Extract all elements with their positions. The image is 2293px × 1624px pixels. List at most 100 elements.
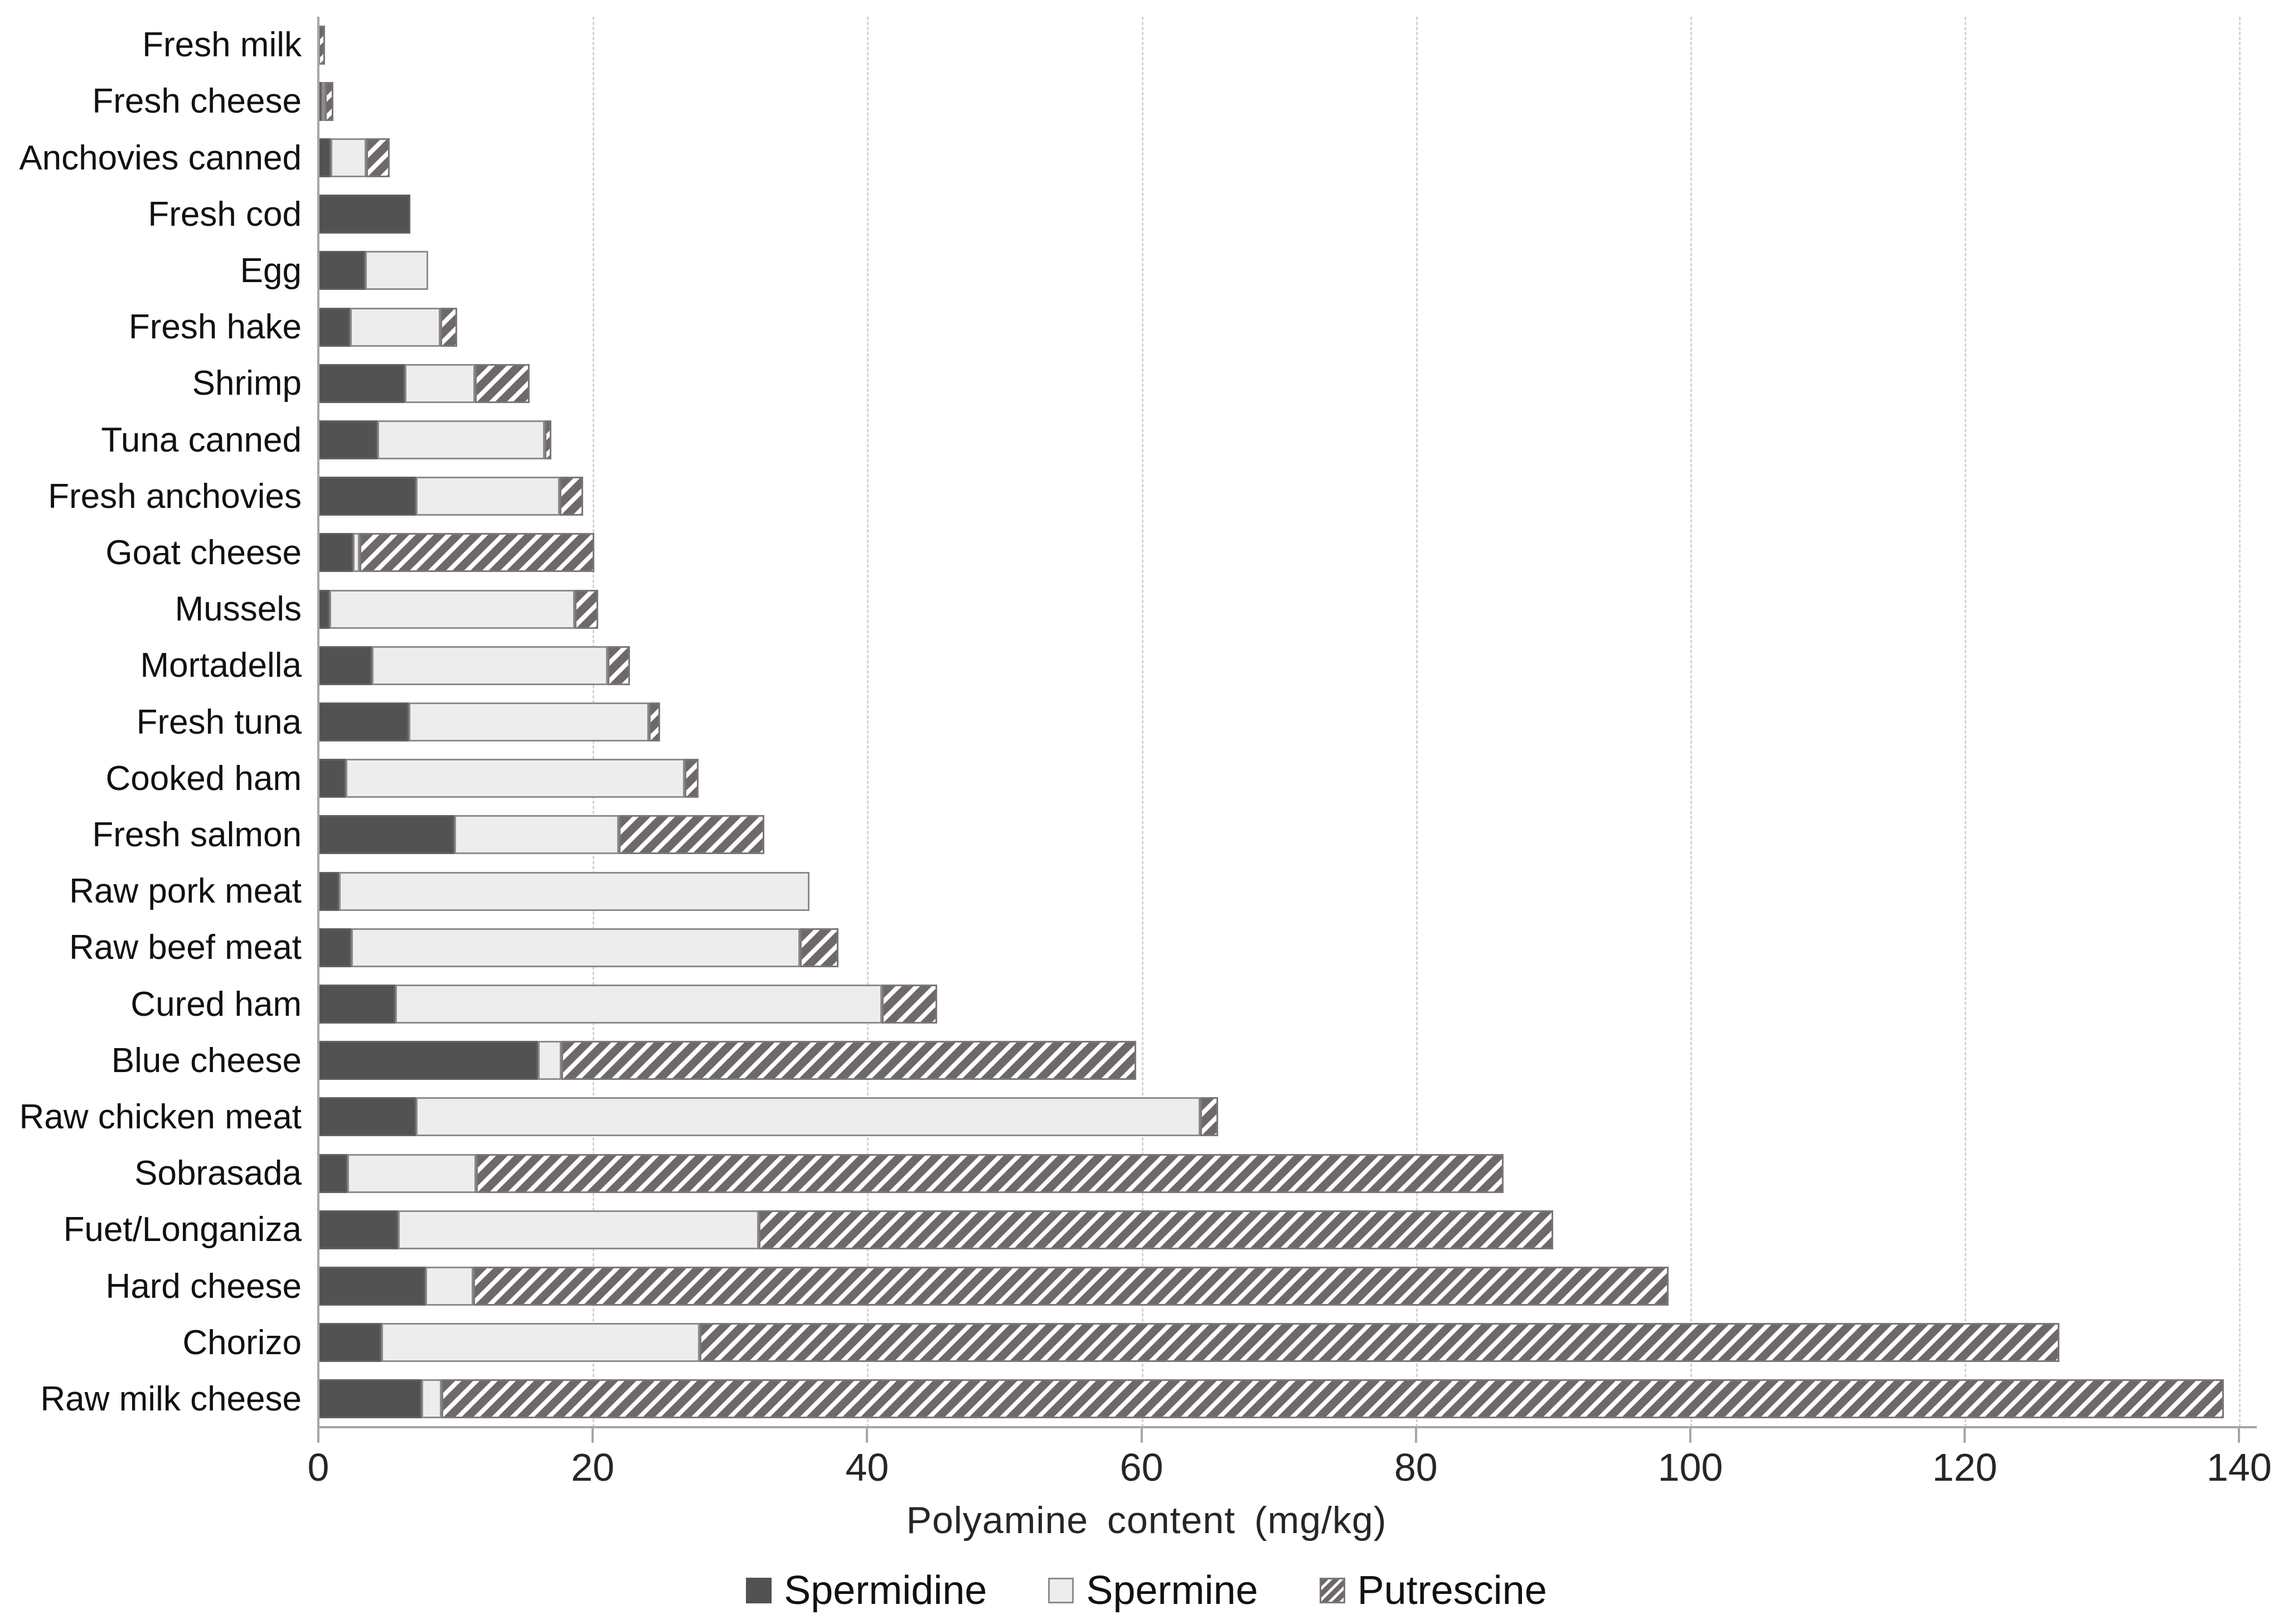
x-tick-label: 40 <box>845 1446 889 1489</box>
category-label: Sobrasada <box>134 1154 302 1193</box>
x-tick-label: 0 <box>307 1446 329 1489</box>
bar-segment-putrescine <box>473 1267 1669 1306</box>
bar-row <box>318 985 937 1024</box>
putrescine-swatch-icon <box>1319 1578 1345 1603</box>
category-label: Fresh milk <box>142 26 302 65</box>
x-tick-label: 100 <box>1657 1446 1723 1489</box>
bar-segment-spermidine <box>318 533 353 573</box>
bar-segment-spermidine <box>318 1097 416 1137</box>
legend-label: Spermine <box>1086 1568 1258 1613</box>
bar-row <box>318 533 594 573</box>
x-axis-tick <box>866 1427 869 1443</box>
bar-segment-spermine <box>537 1041 561 1080</box>
bar-row <box>318 420 552 459</box>
legend: Spermidine Spermine Putrescine <box>0 1568 2293 1613</box>
bar-segment-spermidine <box>318 1041 538 1080</box>
legend-label: Putrescine <box>1357 1568 1547 1613</box>
bar-segment-spermidine <box>318 928 352 967</box>
x-tick-label: 80 <box>1394 1446 1438 1489</box>
bar-segment-spermine <box>421 1379 442 1419</box>
category-label: Fresh cheese <box>92 82 302 121</box>
bar-segment-spermidine <box>318 138 331 177</box>
bar-row <box>318 1323 2059 1363</box>
bar-segment-spermine <box>365 251 428 290</box>
bar-segment-putrescine <box>366 138 390 177</box>
bar-segment-spermidine <box>318 1210 398 1249</box>
x-axis-tick <box>592 1427 594 1443</box>
x-tick-label: 120 <box>1932 1446 1998 1489</box>
bar-row <box>318 815 764 855</box>
bar-row <box>318 1097 1219 1137</box>
category-label: Fresh cod <box>148 195 302 234</box>
bar-segment-spermidine <box>318 420 377 459</box>
bar-segment-spermine <box>371 646 608 685</box>
bar-segment-putrescine <box>575 589 599 629</box>
x-tick-label: 60 <box>1119 1446 1164 1489</box>
gridline-140 <box>2239 17 2241 1427</box>
bar-segment-putrescine <box>359 533 594 573</box>
x-axis-tick <box>317 1427 319 1443</box>
category-label: Chorizo <box>182 1323 302 1362</box>
bar-segment-spermine <box>381 1323 700 1363</box>
category-label: Mortadella <box>140 646 302 685</box>
bar-segment-spermine <box>352 533 360 573</box>
bar-segment-putrescine <box>700 1323 2059 1363</box>
category-label: Cured ham <box>130 985 302 1024</box>
bar-row <box>318 1153 1504 1193</box>
bar-row <box>318 871 810 911</box>
bar-segment-spermidine <box>318 815 454 855</box>
x-axis-tick <box>1414 1427 1417 1443</box>
bar-segment-spermine <box>415 477 560 516</box>
category-label: Fresh anchovies <box>48 477 302 516</box>
bar-segment-spermidine <box>318 985 395 1024</box>
legend-item-putrescine: Putrescine <box>1319 1568 1547 1613</box>
bar-row <box>318 589 599 629</box>
x-axis-line <box>317 1426 2257 1428</box>
category-label: Fresh tuna <box>136 702 302 741</box>
bar-segment-putrescine <box>476 1153 1504 1193</box>
category-label: Fresh hake <box>128 308 302 347</box>
x-axis-tick <box>1964 1427 1966 1443</box>
bar-segment-putrescine <box>758 1210 1553 1249</box>
bar-segment-spermine <box>409 702 649 741</box>
category-label: Anchovies canned <box>19 138 302 177</box>
x-tick-label: 20 <box>571 1446 615 1489</box>
bar-segment-spermine <box>397 1210 759 1249</box>
legend-label: Spermidine <box>784 1568 987 1613</box>
bar-segment-putrescine <box>560 477 583 516</box>
bar-segment-spermidine <box>318 307 350 347</box>
bar-segment-spermidine <box>318 1267 425 1306</box>
bar-segment-spermine <box>346 759 685 798</box>
bar-row <box>318 138 390 177</box>
bar-row <box>318 363 530 403</box>
bar-row <box>318 928 838 967</box>
bar-segment-putrescine <box>618 815 764 855</box>
bar-segment-spermidine <box>318 871 339 911</box>
x-tick-label: 140 <box>2206 1446 2272 1489</box>
bar-segment-spermine <box>377 420 545 459</box>
category-label: Hard cheese <box>105 1267 302 1306</box>
gridline-40 <box>867 17 869 1427</box>
bar-row <box>318 1210 1553 1249</box>
category-label: Cooked ham <box>105 759 302 798</box>
bar-row <box>318 195 410 234</box>
bar-segment-putrescine <box>561 1041 1136 1080</box>
bar-segment-putrescine <box>545 420 552 459</box>
category-label: Raw pork meat <box>69 872 302 911</box>
bar-segment-spermidine <box>318 646 372 685</box>
bar-segment-spermine <box>415 1097 1201 1137</box>
bar-segment-spermine <box>329 589 575 629</box>
gridline-120 <box>1965 17 1967 1427</box>
y-axis-line <box>317 17 319 1427</box>
bar-segment-spermine <box>454 815 619 855</box>
bar-segment-spermine <box>405 363 475 403</box>
bar-segment-spermidine <box>318 589 329 629</box>
bar-segment-spermine <box>350 307 441 347</box>
bar-segment-spermidine <box>318 1323 382 1363</box>
bar-segment-spermidine <box>318 363 405 403</box>
bar-segment-putrescine <box>608 646 630 685</box>
bar-segment-spermine <box>347 1153 476 1193</box>
spermine-swatch-icon <box>1048 1578 1074 1603</box>
x-axis-tick <box>2238 1427 2241 1443</box>
category-label: Mussels <box>174 590 302 629</box>
